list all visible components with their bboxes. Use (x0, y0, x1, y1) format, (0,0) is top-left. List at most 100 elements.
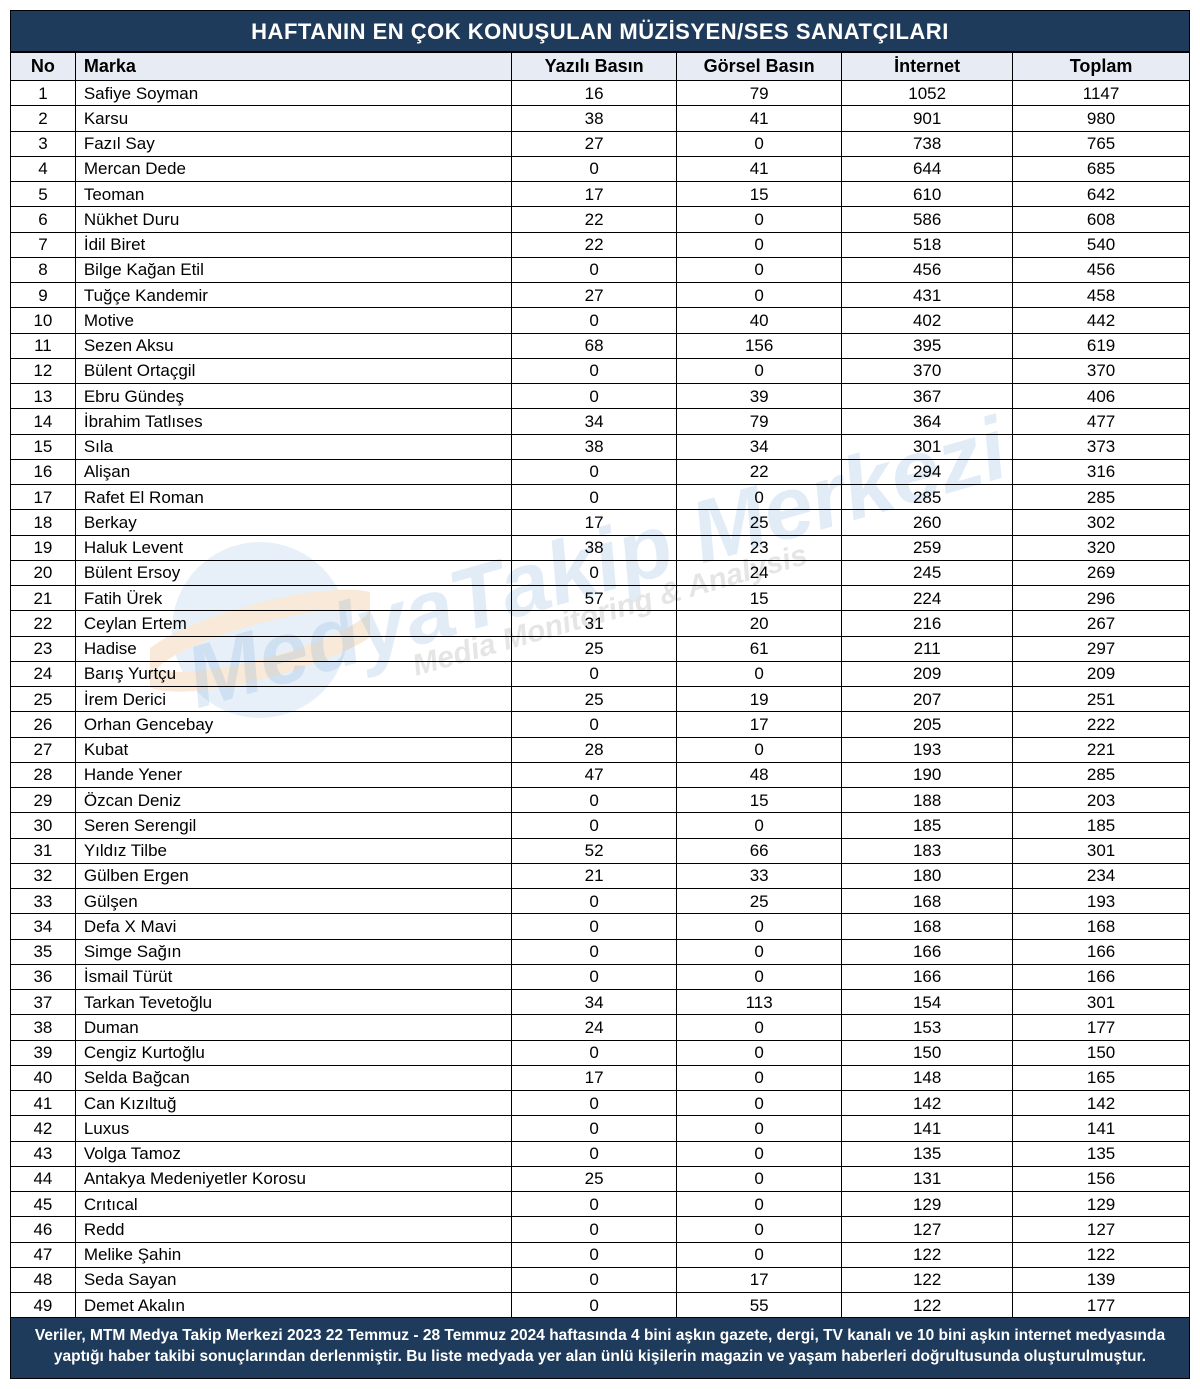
cell-marka: Gülşen (75, 889, 511, 914)
cell-toplam: 619 (1013, 333, 1190, 358)
cell-toplam: 685 (1013, 156, 1190, 181)
cell-net: 431 (842, 283, 1013, 308)
cell-net: 148 (842, 1065, 1013, 1090)
cell-net: 259 (842, 535, 1013, 560)
cell-net: 183 (842, 838, 1013, 863)
cell-toplam: 477 (1013, 409, 1190, 434)
cell-gorsel: 15 (677, 586, 842, 611)
cell-marka: Ceylan Ertem (75, 611, 511, 636)
cell-toplam: 320 (1013, 535, 1190, 560)
cell-yazili: 0 (512, 661, 677, 686)
cell-yazili: 22 (512, 232, 677, 257)
cell-toplam: 221 (1013, 737, 1190, 762)
cell-net: 367 (842, 384, 1013, 409)
cell-net: 190 (842, 762, 1013, 787)
cell-gorsel: 0 (677, 1015, 842, 1040)
cell-gorsel: 0 (677, 1192, 842, 1217)
cell-yazili: 57 (512, 586, 677, 611)
table-row: 36İsmail Türüt00166166 (11, 964, 1190, 989)
table-row: 10Motive040402442 (11, 308, 1190, 333)
cell-no: 9 (11, 283, 76, 308)
cell-gorsel: 0 (677, 737, 842, 762)
cell-toplam: 296 (1013, 586, 1190, 611)
cell-no: 20 (11, 560, 76, 585)
cell-yazili: 0 (512, 964, 677, 989)
cell-toplam: 370 (1013, 358, 1190, 383)
table-row: 13Ebru Gündeş039367406 (11, 384, 1190, 409)
cell-no: 13 (11, 384, 76, 409)
cell-marka: Bülent Ersoy (75, 560, 511, 585)
cell-yazili: 0 (512, 257, 677, 282)
cell-net: 150 (842, 1040, 1013, 1065)
cell-yazili: 68 (512, 333, 677, 358)
cell-marka: Hadise (75, 636, 511, 661)
cell-marka: Orhan Gencebay (75, 712, 511, 737)
cell-yazili: 25 (512, 636, 677, 661)
table-row: 23Hadise2561211297 (11, 636, 1190, 661)
cell-yazili: 0 (512, 308, 677, 333)
cell-gorsel: 0 (677, 1116, 842, 1141)
cell-gorsel: 24 (677, 560, 842, 585)
table-row: 2Karsu3841901980 (11, 106, 1190, 131)
table-row: 12Bülent Ortaçgil00370370 (11, 358, 1190, 383)
cell-yazili: 0 (512, 889, 677, 914)
table-row: 42Luxus00141141 (11, 1116, 1190, 1141)
cell-marka: Volga Tamoz (75, 1141, 511, 1166)
cell-marka: Duman (75, 1015, 511, 1040)
cell-marka: Bilge Kağan Etil (75, 257, 511, 282)
cell-toplam: 285 (1013, 485, 1190, 510)
table-row: 18Berkay1725260302 (11, 510, 1190, 535)
table-row: 37Tarkan Tevetoğlu34113154301 (11, 990, 1190, 1015)
cell-marka: Mercan Dede (75, 156, 511, 181)
cell-no: 42 (11, 1116, 76, 1141)
cell-net: 738 (842, 131, 1013, 156)
col-yazili: Yazılı Basın (512, 53, 677, 81)
cell-yazili: 34 (512, 409, 677, 434)
cell-toplam: 267 (1013, 611, 1190, 636)
cell-no: 26 (11, 712, 76, 737)
cell-toplam: 139 (1013, 1267, 1190, 1292)
cell-no: 48 (11, 1267, 76, 1292)
cell-net: 260 (842, 510, 1013, 535)
cell-yazili: 0 (512, 485, 677, 510)
table-row: 16Alişan022294316 (11, 459, 1190, 484)
cell-toplam: 642 (1013, 182, 1190, 207)
table-row: 38Duman240153177 (11, 1015, 1190, 1040)
cell-gorsel: 23 (677, 535, 842, 560)
cell-no: 49 (11, 1293, 76, 1318)
cell-marka: İbrahim Tatlıses (75, 409, 511, 434)
cell-gorsel: 0 (677, 207, 842, 232)
cell-yazili: 0 (512, 914, 677, 939)
cell-no: 34 (11, 914, 76, 939)
cell-gorsel: 41 (677, 106, 842, 131)
cell-no: 32 (11, 863, 76, 888)
cell-yazili: 38 (512, 106, 677, 131)
cell-gorsel: 22 (677, 459, 842, 484)
cell-net: 142 (842, 1091, 1013, 1116)
cell-no: 15 (11, 434, 76, 459)
col-toplam: Toplam (1013, 53, 1190, 81)
cell-no: 12 (11, 358, 76, 383)
table-row: 26Orhan Gencebay017205222 (11, 712, 1190, 737)
cell-marka: Fazıl Say (75, 131, 511, 156)
cell-no: 6 (11, 207, 76, 232)
cell-gorsel: 0 (677, 232, 842, 257)
table-row: 34Defa X Mavi00168168 (11, 914, 1190, 939)
cell-no: 8 (11, 257, 76, 282)
cell-yazili: 0 (512, 939, 677, 964)
cell-marka: Seda Sayan (75, 1267, 511, 1292)
cell-no: 29 (11, 788, 76, 813)
cell-yazili: 0 (512, 1192, 677, 1217)
cell-net: 285 (842, 485, 1013, 510)
cell-no: 17 (11, 485, 76, 510)
cell-gorsel: 40 (677, 308, 842, 333)
table-row: 1Safiye Soyman167910521147 (11, 81, 1190, 106)
cell-marka: Simge Sağın (75, 939, 511, 964)
cell-net: 224 (842, 586, 1013, 611)
cell-yazili: 0 (512, 1217, 677, 1242)
cell-marka: Ebru Gündeş (75, 384, 511, 409)
table-row: 8Bilge Kağan Etil00456456 (11, 257, 1190, 282)
cell-marka: Crıtıcal (75, 1192, 511, 1217)
table-row: 22Ceylan Ertem3120216267 (11, 611, 1190, 636)
cell-yazili: 0 (512, 358, 677, 383)
